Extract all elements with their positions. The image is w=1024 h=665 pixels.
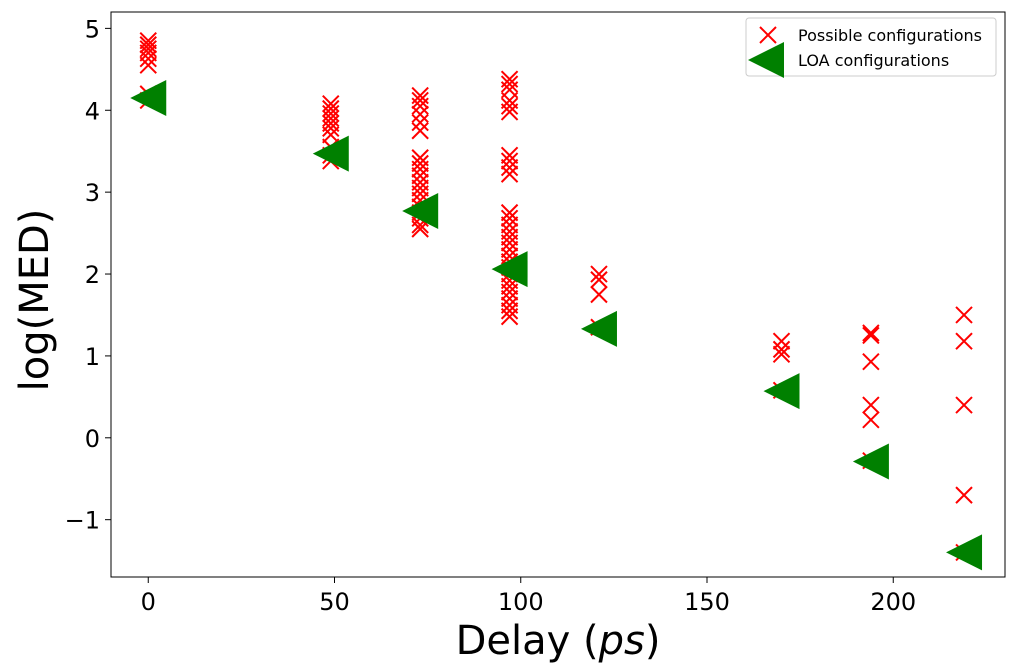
possible-config-point xyxy=(862,324,880,342)
loa-config-point xyxy=(491,251,528,288)
possible-config-point xyxy=(500,228,519,246)
loa-config-point xyxy=(763,373,800,410)
possible-config-point xyxy=(862,396,880,414)
x-axis-title-end: ) xyxy=(645,618,661,664)
legend-label: Possible configurations xyxy=(798,26,982,45)
possible-config-point xyxy=(411,105,429,124)
possible-config-point xyxy=(500,103,519,121)
x-tick-label: 0 xyxy=(141,588,156,616)
loa-config-point xyxy=(312,135,349,172)
possible-config-point xyxy=(500,216,519,234)
loa-config-point xyxy=(946,534,983,571)
x-axis-title: Delay (ps) xyxy=(456,618,661,664)
possible-config-point xyxy=(411,220,429,238)
possible-config-point xyxy=(590,271,608,289)
x-tick-label: 200 xyxy=(870,588,916,616)
loa-config-point xyxy=(130,79,167,116)
possible-config-point xyxy=(590,265,608,283)
possible-config-point xyxy=(862,411,880,429)
y-tick-label: 3 xyxy=(85,179,100,207)
possible-config-point xyxy=(500,158,519,177)
possible-config-point xyxy=(411,179,429,197)
y-tick-label: 5 xyxy=(85,15,100,43)
possible-config-point xyxy=(590,285,608,304)
legend-label: LOA configurations xyxy=(798,51,949,70)
x-axis-title-main: Delay ( xyxy=(456,618,599,664)
possible-config-point xyxy=(500,209,519,228)
legend-x-icon xyxy=(759,26,777,44)
possible-config-point xyxy=(772,332,791,350)
possible-config-point xyxy=(500,240,519,259)
possible-config-point xyxy=(500,75,519,93)
y-tick-label: −1 xyxy=(65,507,100,535)
x-tick-label: 150 xyxy=(684,588,730,616)
loa-config-point xyxy=(580,310,617,347)
possible-config-point xyxy=(411,97,429,115)
possible-config-point xyxy=(139,49,157,68)
possible-config-point xyxy=(955,486,973,504)
possible-config-point xyxy=(139,44,157,62)
legend-triangle-icon xyxy=(748,42,784,78)
possible-config-point xyxy=(955,306,973,324)
possible-config-point xyxy=(772,345,791,363)
possible-config-point xyxy=(500,165,519,183)
possible-config-point xyxy=(955,332,973,350)
possible-config-point xyxy=(772,340,791,359)
possible-config-point xyxy=(862,352,880,371)
data-marks xyxy=(130,31,983,571)
possible-config-point xyxy=(500,302,519,320)
possible-config-point xyxy=(500,97,519,115)
possible-config-point xyxy=(500,283,519,301)
possible-config-point xyxy=(411,185,429,203)
y-tick-label: 0 xyxy=(85,425,100,453)
legend: Possible configurations LOA configuration… xyxy=(745,17,997,78)
possible-config-point xyxy=(322,119,340,137)
plot-frame xyxy=(110,11,1006,578)
possible-config-point xyxy=(500,146,519,165)
axes: 0 50 100 150 200 −1 0 1 2 3 4 5 xyxy=(65,11,1006,616)
possible-config-point xyxy=(500,152,519,170)
possible-config-point xyxy=(322,126,340,144)
y-tick-label: 4 xyxy=(85,97,100,125)
possible-config-point xyxy=(411,160,429,178)
possible-config-point xyxy=(500,277,519,296)
possible-config-point xyxy=(411,91,429,110)
possible-config-point xyxy=(139,31,157,50)
possible-config-point xyxy=(411,154,429,173)
possible-config-point xyxy=(500,307,519,326)
loa-config-point xyxy=(852,443,889,480)
y-axis-title: log(MED) xyxy=(12,209,58,392)
legend-box xyxy=(745,17,997,77)
x-axis-title-unit: ps xyxy=(598,618,645,664)
y-tick-label: 1 xyxy=(85,343,100,371)
loa-config-point xyxy=(402,192,439,229)
possible-config-point xyxy=(500,234,519,252)
possible-config-point xyxy=(411,167,429,185)
possible-config-point xyxy=(955,396,973,414)
y-tick-label: 2 xyxy=(85,261,100,289)
x-tick-label: 100 xyxy=(498,588,544,616)
possible-config-point xyxy=(139,56,157,74)
possible-config-point xyxy=(411,113,429,132)
possible-config-point xyxy=(500,203,519,222)
possible-config-point xyxy=(862,326,880,345)
possible-config-point xyxy=(139,36,157,54)
possible-config-point xyxy=(500,289,519,308)
x-tick-label: 50 xyxy=(319,588,350,616)
possible-config-point xyxy=(411,122,429,140)
